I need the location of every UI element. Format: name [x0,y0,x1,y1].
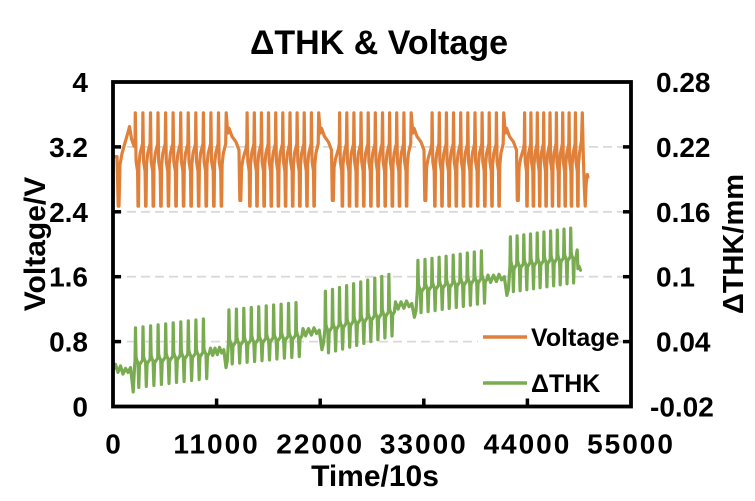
svg-text:ΔTHK: ΔTHK [531,370,600,398]
svg-text:0.8: 0.8 [49,327,88,358]
svg-text:1.6: 1.6 [49,262,88,293]
svg-text:4: 4 [72,67,88,98]
svg-text:33000: 33000 [380,429,468,460]
svg-text:0.04: 0.04 [656,327,711,358]
svg-text:0.1: 0.1 [656,262,695,293]
svg-text:0.22: 0.22 [656,132,711,163]
svg-text:0.28: 0.28 [656,67,711,98]
svg-text:Voltage: Voltage [531,324,620,352]
svg-text:-0.02: -0.02 [650,392,714,423]
svg-text:0: 0 [105,429,121,460]
svg-text:22000: 22000 [276,429,364,460]
svg-text:55000: 55000 [587,429,675,460]
svg-text:0: 0 [72,392,88,423]
svg-text:Voltage/V: Voltage/V [19,177,52,311]
svg-text:3.2: 3.2 [49,132,88,163]
svg-text:44000: 44000 [483,429,571,460]
svg-text:ΔTHK/mm: ΔTHK/mm [718,174,750,314]
svg-text:Time/10s: Time/10s [311,460,439,493]
svg-text:2.4: 2.4 [49,197,88,228]
svg-text:0.16: 0.16 [656,197,711,228]
svg-text:ΔTHK & Voltage: ΔTHK & Voltage [250,24,508,62]
svg-text:11000: 11000 [173,429,259,460]
